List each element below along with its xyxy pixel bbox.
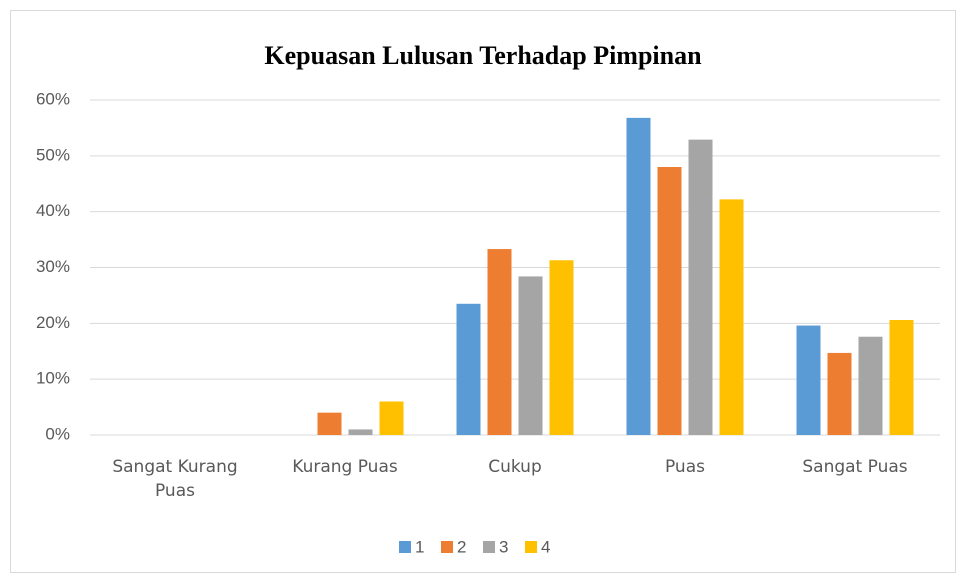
bar — [626, 117, 651, 435]
bar — [827, 352, 852, 435]
bar — [688, 139, 713, 435]
bar — [796, 325, 821, 435]
y-tick-label: 0% — [45, 424, 70, 443]
y-tick-label: 40% — [36, 201, 70, 220]
y-tick-label: 20% — [36, 313, 70, 332]
y-tick-label: 10% — [36, 369, 70, 388]
bar — [889, 319, 914, 435]
bar — [317, 412, 342, 435]
x-tick-label: Sangat Puas — [802, 457, 908, 477]
legend-label: 2 — [457, 537, 466, 556]
bar — [858, 336, 883, 435]
y-tick-label: 60% — [36, 89, 70, 108]
x-tick-label: Cukup — [488, 457, 542, 477]
bar — [719, 199, 744, 435]
x-tick-label: Puas — [664, 457, 705, 477]
legend-swatch — [399, 541, 411, 553]
legend-label: 3 — [499, 537, 508, 556]
x-tick-label-box: Cukup — [488, 457, 542, 477]
bar — [348, 429, 373, 435]
legend-swatch — [483, 541, 495, 553]
bar — [379, 401, 404, 435]
x-tick-label-box: Kurang Puas — [292, 457, 398, 477]
x-tick-label-box: Sangat Kurang Puas — [112, 457, 238, 501]
legend-label: 4 — [541, 537, 550, 556]
bar — [549, 260, 574, 435]
x-tick-label: Kurang Puas — [292, 457, 398, 477]
bar — [518, 276, 543, 435]
chart-border — [10, 10, 956, 573]
x-tick-label-box: Sangat Puas — [802, 457, 908, 477]
y-tick-label: 50% — [36, 145, 70, 164]
legend-label: 1 — [415, 537, 424, 556]
legend-swatch — [525, 541, 537, 553]
legend-swatch — [441, 541, 453, 553]
bar — [456, 303, 481, 435]
bar — [487, 249, 512, 435]
y-tick-label: 30% — [36, 257, 70, 276]
x-tick-label-box: Puas — [664, 457, 705, 477]
x-tick-label: Sangat Kurang Puas — [112, 457, 238, 501]
chart-title: Kepuasan Lulusan Terhadap Pimpinan — [264, 41, 702, 70]
bar — [657, 167, 682, 435]
